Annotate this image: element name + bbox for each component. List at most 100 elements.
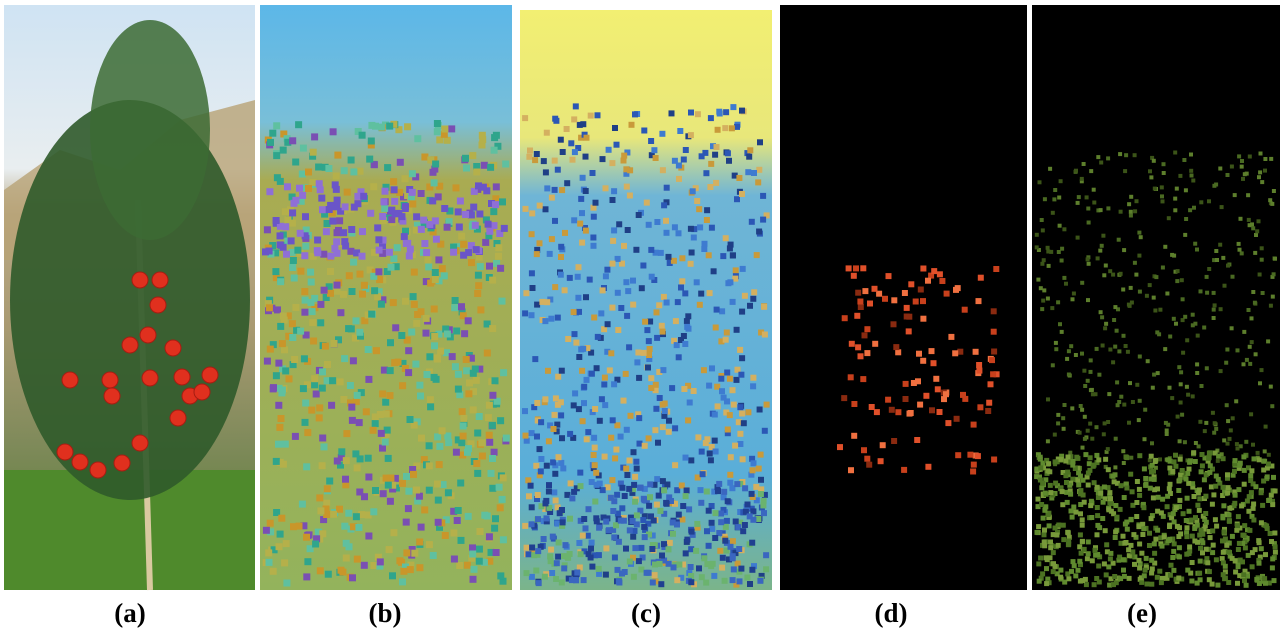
texture-dot [1108, 496, 1113, 501]
texture-dot [713, 180, 719, 186]
texture-dot [1272, 578, 1277, 583]
texture-dot [578, 483, 584, 489]
texture-dot [741, 420, 747, 426]
texture-dot [423, 315, 430, 322]
texture-dot [303, 573, 310, 580]
texture-dot [1133, 209, 1137, 213]
texture-dot [551, 489, 557, 495]
texture-dot [680, 503, 686, 509]
texture-dot [334, 458, 341, 465]
texture-dot [457, 198, 464, 205]
texture-dot [1062, 227, 1066, 231]
texture-dot [652, 572, 658, 578]
texture-dot [688, 457, 694, 463]
texture-dot [458, 537, 465, 544]
texture-dot [641, 128, 647, 134]
texture-dot [528, 483, 534, 489]
texture-dot [1095, 523, 1100, 528]
texture-dot [1077, 544, 1082, 549]
texture-dot [432, 269, 439, 276]
texture-dot [300, 385, 307, 392]
texture-dot [648, 247, 654, 253]
texture-dot [1098, 491, 1103, 496]
texture-dot [273, 372, 280, 379]
texture-dot [1237, 154, 1241, 158]
texture-dot [562, 230, 568, 236]
texture-dot [1178, 439, 1182, 443]
texture-dot [623, 466, 629, 472]
texture-dot [1126, 350, 1130, 354]
texture-dot [529, 521, 535, 527]
texture-dot [602, 375, 608, 381]
texture-dot [1251, 226, 1255, 230]
texture-dot [636, 415, 642, 421]
texture-dot [923, 393, 929, 399]
texture-dot [315, 164, 322, 171]
texture-dot [288, 237, 295, 244]
texture-dot [1230, 326, 1234, 330]
texture-dot [920, 316, 926, 322]
texture-dot [725, 498, 731, 504]
texture-dot [1051, 569, 1056, 574]
texture-dot [522, 523, 528, 529]
texture-dot [394, 244, 401, 251]
texture-dot [1045, 468, 1050, 473]
texture-dot [1078, 532, 1083, 537]
texture-dot [1221, 550, 1226, 555]
texture-dot [330, 511, 337, 518]
texture-dot [275, 360, 282, 367]
texture-dot [1166, 538, 1171, 543]
texture-dot [1269, 385, 1273, 389]
texture-dot [297, 230, 304, 237]
texture-dot [370, 183, 377, 190]
texture-dot [565, 336, 571, 342]
texture-dot [1248, 345, 1252, 349]
texture-dot [716, 481, 722, 487]
texture-dot [546, 482, 552, 488]
texture-dot [444, 224, 451, 231]
texture-dot [523, 206, 529, 212]
texture-dot [1156, 371, 1160, 375]
texture-dot [344, 189, 351, 196]
texture-dot [1219, 369, 1223, 373]
texture-dot [603, 545, 609, 551]
texture-dot [388, 264, 395, 271]
texture-dot [549, 195, 555, 201]
texture-dot [476, 558, 483, 565]
texture-dot [481, 512, 488, 519]
texture-dot [1092, 463, 1097, 468]
texture-dot [1270, 202, 1274, 206]
texture-dot [1058, 568, 1063, 573]
texture-dot [403, 549, 410, 556]
texture-dot [572, 149, 578, 155]
texture-dot [1240, 165, 1244, 169]
texture-dot [1210, 582, 1215, 587]
texture-dot [382, 439, 389, 446]
texture-dot [671, 564, 677, 570]
texture-dot [1212, 316, 1216, 320]
texture-dot [861, 447, 867, 453]
texture-dot [654, 502, 660, 508]
texture-dot [476, 413, 483, 420]
texture-dot [354, 392, 361, 399]
texture-dot [1106, 467, 1111, 472]
texture-dot [696, 206, 702, 212]
texture-dot [317, 567, 324, 574]
texture-dot [1086, 298, 1090, 302]
texture-dot [1040, 571, 1045, 576]
texture-dot [685, 417, 691, 423]
texture-dot [1165, 504, 1170, 509]
texture-dot [1231, 416, 1235, 420]
texture-dot [1180, 468, 1185, 473]
texture-dot [614, 492, 620, 498]
texture-dot [431, 306, 438, 313]
texture-dot [1185, 385, 1189, 389]
texture-dot [1041, 516, 1046, 521]
texture-dot [1238, 461, 1243, 466]
texture-dot [1272, 272, 1276, 276]
texture-dot [1181, 297, 1185, 301]
texture-dot [1203, 511, 1208, 516]
texture-dot [560, 465, 566, 471]
texture-dot [1271, 295, 1275, 299]
texture-dot [733, 519, 739, 525]
